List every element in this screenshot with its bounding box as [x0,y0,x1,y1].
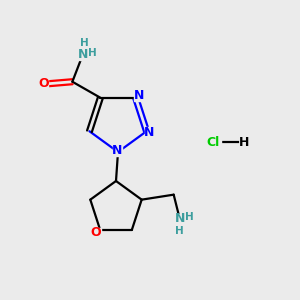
Bar [79,50,88,60]
Text: O: O [38,77,49,90]
Text: N: N [78,48,88,61]
Bar [112,146,122,156]
Text: N: N [144,126,155,139]
Bar [205,137,221,147]
Bar [134,91,143,101]
Text: N: N [134,89,144,102]
Text: N: N [112,145,122,158]
Text: H: H [80,38,89,48]
Bar [39,79,48,89]
Text: N: N [175,212,185,225]
Bar [175,214,184,224]
Text: H: H [88,48,97,58]
Bar [92,228,100,238]
Text: H: H [175,226,184,236]
Text: Cl: Cl [206,136,220,148]
Bar [145,127,154,137]
Text: H: H [185,212,194,222]
Text: H: H [239,136,249,148]
Text: O: O [91,226,101,239]
